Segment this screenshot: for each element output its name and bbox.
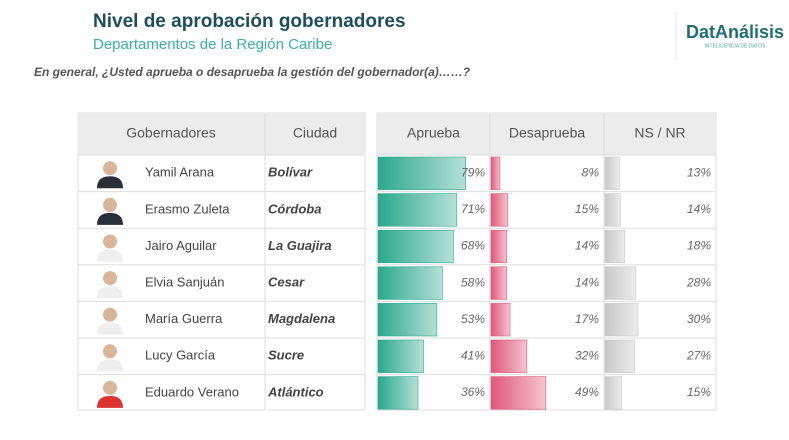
title: Nivel de aprobación gobernadores (93, 11, 406, 32)
value-label: 8% (582, 165, 600, 179)
value-label: 28% (686, 275, 711, 289)
bar (604, 229, 626, 264)
governor-name: Elvia Sanjuán (145, 275, 225, 290)
value-label: 15% (687, 385, 711, 399)
logo-tagline: INTELIGENCIA DE DATOS (705, 43, 767, 49)
bar (377, 156, 466, 190)
bar (377, 266, 443, 300)
value-label: 36% (461, 385, 485, 399)
left-header (78, 113, 365, 155)
value-label: 41% (461, 348, 485, 362)
left-table (77, 112, 366, 411)
city: Bolívar (268, 165, 313, 180)
bar (604, 193, 621, 227)
city: Atlántico (267, 384, 324, 399)
photo-head (103, 161, 117, 176)
bar (490, 339, 528, 373)
photo-head (103, 271, 117, 286)
bar (490, 193, 509, 227)
value-label: 30% (687, 312, 711, 326)
photo-body (97, 395, 123, 408)
city: Sucre (268, 348, 304, 363)
value-label: 49% (575, 385, 599, 399)
value-label: 71% (461, 202, 485, 216)
photo-head (103, 380, 117, 395)
value-label: 17% (575, 312, 599, 326)
bar (604, 156, 620, 190)
city: Córdoba (268, 201, 321, 216)
city: Cesar (268, 275, 305, 290)
bar (377, 376, 419, 410)
governor-name: Jairo Aguilar (145, 238, 217, 253)
value-label: 13% (687, 165, 711, 179)
column-header: NS / NR (634, 125, 685, 141)
bar (490, 156, 501, 190)
column-header: Gobernadores (126, 125, 216, 141)
photo-head (103, 234, 117, 249)
governor-name: Lucy García (145, 348, 216, 363)
value-label: 32% (575, 348, 599, 362)
value-label: 14% (575, 275, 599, 289)
photo-body (97, 322, 123, 335)
photo-body (97, 176, 123, 189)
photo-head (103, 307, 117, 322)
question: En general, ¿Usted aprueba o desaprueba … (34, 65, 471, 79)
bar (377, 339, 424, 373)
bar (377, 193, 458, 227)
governor-name: Yamil Arana (145, 165, 215, 180)
value-label: 15% (575, 202, 599, 216)
photo-body (97, 249, 123, 262)
photo-head (103, 197, 117, 212)
logo-name: DatAnálisis (686, 22, 784, 42)
column-header: Ciudad (293, 125, 337, 141)
value-label: 79% (461, 165, 485, 179)
value-label: 68% (461, 239, 485, 253)
city: Magdalena (268, 311, 335, 326)
value-label: 53% (461, 312, 485, 326)
photo-body (97, 286, 123, 299)
value-label: 14% (687, 202, 711, 216)
governor-name: Erasmo Zuleta (145, 201, 230, 216)
bar (377, 229, 454, 264)
bar (604, 376, 622, 410)
governor-name: Eduardo Verano (145, 384, 239, 399)
bar (604, 303, 639, 337)
value-label: 58% (461, 275, 485, 289)
governor-name: María Guerra (145, 311, 223, 326)
value-label: 14% (575, 239, 599, 253)
bar (377, 303, 438, 337)
bar (490, 376, 547, 410)
column-header: Aprueba (407, 125, 460, 141)
bar (490, 229, 507, 264)
value-label: 27% (686, 348, 711, 362)
city: La Guajira (268, 238, 332, 253)
bar (490, 303, 511, 337)
bar (604, 339, 636, 373)
value-label: 18% (687, 239, 711, 253)
photo-head (103, 344, 117, 359)
photo-body (97, 212, 123, 225)
subtitle: Departamentos de la Región Caribe (93, 36, 332, 53)
bar (490, 266, 507, 300)
photo-body (97, 359, 123, 372)
bar (604, 266, 637, 300)
column-header: Desaprueba (509, 125, 585, 141)
right-header (377, 113, 716, 155)
